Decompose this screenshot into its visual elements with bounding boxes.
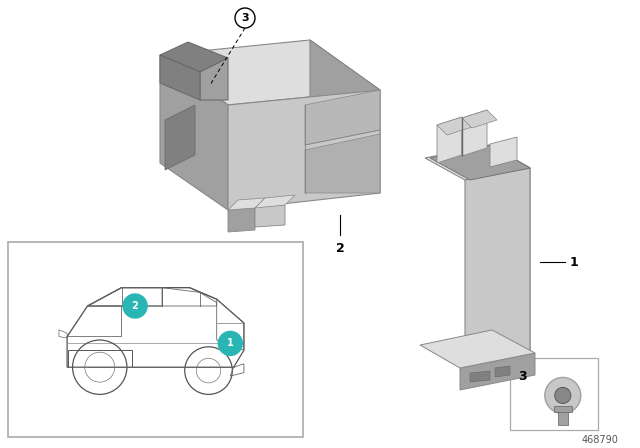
Text: 3: 3 (241, 13, 249, 23)
Circle shape (123, 294, 147, 318)
Text: 2: 2 (335, 242, 344, 255)
Circle shape (555, 388, 571, 404)
Polygon shape (430, 145, 530, 180)
Polygon shape (490, 137, 517, 167)
Polygon shape (460, 353, 535, 390)
Polygon shape (462, 110, 487, 156)
Circle shape (545, 377, 581, 414)
Bar (8, 242, 303, 437)
Polygon shape (160, 55, 228, 210)
Polygon shape (160, 42, 228, 72)
Polygon shape (310, 40, 380, 193)
Polygon shape (490, 145, 530, 353)
Polygon shape (470, 371, 490, 382)
Polygon shape (160, 40, 380, 105)
Polygon shape (305, 90, 380, 145)
Polygon shape (305, 134, 380, 193)
Polygon shape (228, 198, 265, 210)
Polygon shape (228, 208, 255, 232)
Polygon shape (495, 366, 510, 377)
Text: 2: 2 (132, 301, 138, 311)
Polygon shape (465, 168, 530, 368)
Polygon shape (165, 105, 195, 170)
Polygon shape (228, 90, 380, 210)
Bar (558, 409, 568, 426)
Polygon shape (437, 117, 462, 163)
Circle shape (235, 8, 255, 28)
Polygon shape (425, 145, 530, 180)
Text: 3: 3 (518, 370, 527, 383)
Text: 1: 1 (570, 255, 579, 268)
Bar (510, 358, 598, 430)
Polygon shape (420, 330, 535, 368)
Polygon shape (200, 58, 228, 100)
Polygon shape (437, 117, 472, 135)
Polygon shape (255, 195, 295, 208)
Circle shape (218, 332, 243, 355)
Polygon shape (255, 205, 285, 227)
Bar (554, 406, 572, 413)
Text: 468790: 468790 (582, 435, 618, 445)
Polygon shape (160, 55, 200, 100)
Polygon shape (462, 110, 497, 128)
Text: 1: 1 (227, 338, 234, 349)
